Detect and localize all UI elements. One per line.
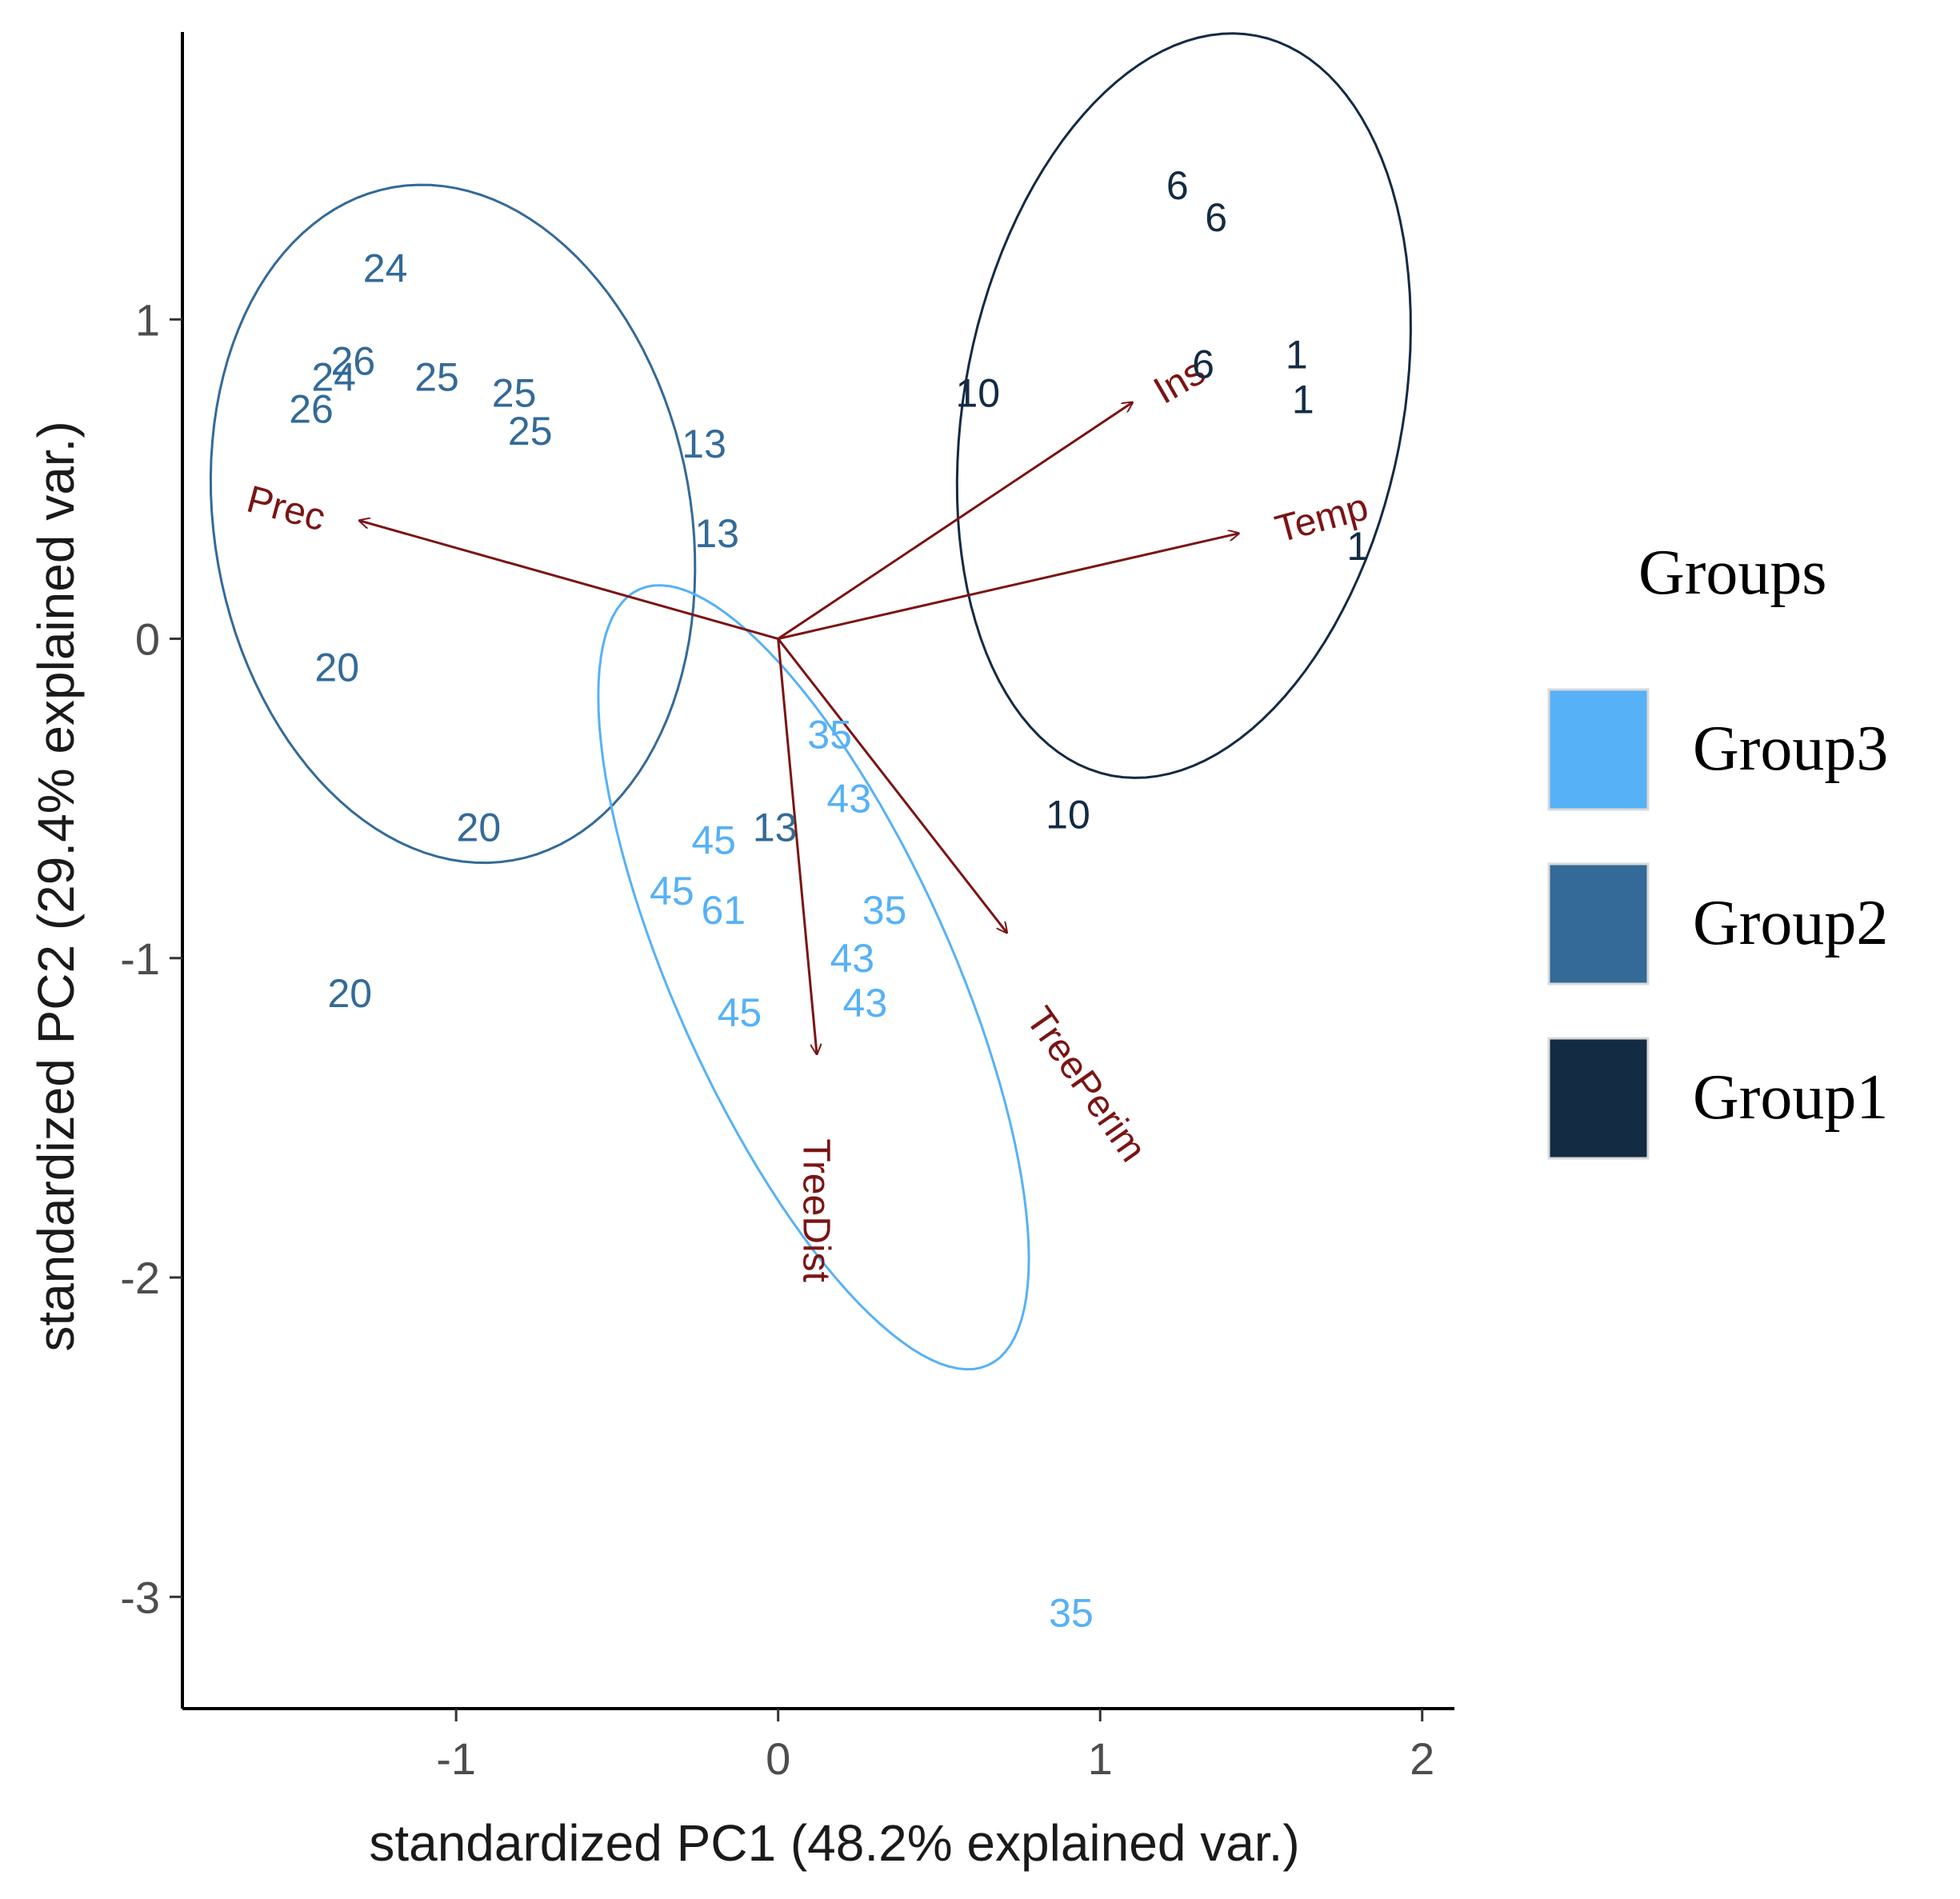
y-tick-label: -2 — [120, 1253, 160, 1303]
point-label: 10 — [955, 370, 1000, 415]
y-tick-label: 0 — [135, 614, 160, 665]
ellipse-group3 — [597, 584, 1030, 1371]
y-tick-label: -1 — [120, 934, 160, 984]
point-label: 24 — [311, 354, 356, 399]
point-label: 26 — [289, 386, 334, 431]
point-label: 25 — [508, 409, 553, 454]
point-label: 1 — [1286, 332, 1308, 377]
x-tick-label: -1 — [436, 1733, 476, 1784]
x-axis-title: standardized PC1 (48.2% explained var.) — [369, 1814, 1299, 1872]
point-label: 10 — [1046, 792, 1090, 837]
arrow-treeperim — [777, 638, 1007, 933]
axes-layer: -1 0 1 2 -3 -2 -1 0 1 standardized PC1 (48.2% e… — [27, 32, 1454, 1872]
arrow-label-treedist: TreeDist — [794, 1138, 837, 1282]
x-tick-label: 1 — [1088, 1733, 1113, 1784]
ellipse-group2 — [209, 183, 697, 865]
arrow-label-treeperim: TreePerim — [1018, 1000, 1154, 1169]
point-label: 35 — [1049, 1590, 1094, 1635]
y-tick-label: -3 — [120, 1572, 160, 1622]
point-label: 6 — [1166, 163, 1189, 208]
point-label: 1 — [1292, 377, 1314, 422]
point-label: 20 — [328, 971, 373, 1016]
legend-key-group2 — [1547, 862, 1650, 985]
point-label: 35 — [862, 888, 907, 933]
point-label: 45 — [691, 818, 736, 862]
point-label: 43 — [843, 981, 888, 1025]
point-label: 26 — [331, 338, 376, 383]
x-tick-label: 2 — [1410, 1733, 1434, 1784]
arrow-label-prec: Prec — [242, 478, 330, 540]
point-label: 1 — [1346, 524, 1369, 569]
point-label: 13 — [753, 805, 798, 850]
point-label: 45 — [650, 869, 694, 914]
legend-key-group1 — [1547, 1037, 1650, 1160]
legend-title: Groups — [1638, 538, 1827, 608]
point-label: 13 — [694, 511, 739, 556]
legend-label-group3: Group3 — [1693, 714, 1888, 784]
legend-key-group3 — [1547, 688, 1650, 811]
point-label: 24 — [363, 246, 408, 291]
point-label: 35 — [807, 713, 852, 758]
arrow-temp — [778, 534, 1239, 641]
point-label: 43 — [826, 776, 871, 821]
point-label: 43 — [830, 936, 874, 981]
point-label: 6 — [1192, 342, 1214, 386]
y-axis-title: standardized PC2 (29.4% explained var.) — [27, 421, 85, 1351]
point-label: 25 — [492, 370, 537, 415]
y-axis-ticks: -3 -2 -1 0 1 — [120, 294, 182, 1622]
ellipse-group1 — [955, 32, 1412, 779]
y-tick-label: 1 — [135, 294, 160, 345]
arrow-ins — [777, 402, 1133, 640]
point-label: 20 — [314, 646, 359, 690]
x-tick-label: 0 — [766, 1733, 790, 1784]
arrow-treedist — [777, 638, 817, 1054]
point-label: 61 — [701, 888, 746, 933]
arrow-prec — [359, 521, 779, 640]
point-label: 13 — [682, 422, 726, 466]
point-label: 25 — [414, 354, 459, 399]
legend-label-group2: Group2 — [1693, 888, 1888, 958]
point-label: 20 — [457, 805, 502, 850]
x-axis-ticks: -1 0 1 2 — [436, 1709, 1434, 1784]
point-label: 45 — [718, 990, 762, 1035]
ellipses-layer — [209, 32, 1412, 1371]
legend: Groups Group3 Group2 Group1 — [1547, 538, 1888, 1160]
legend-label-group1: Group1 — [1693, 1062, 1888, 1133]
point-label: 6 — [1205, 195, 1227, 240]
